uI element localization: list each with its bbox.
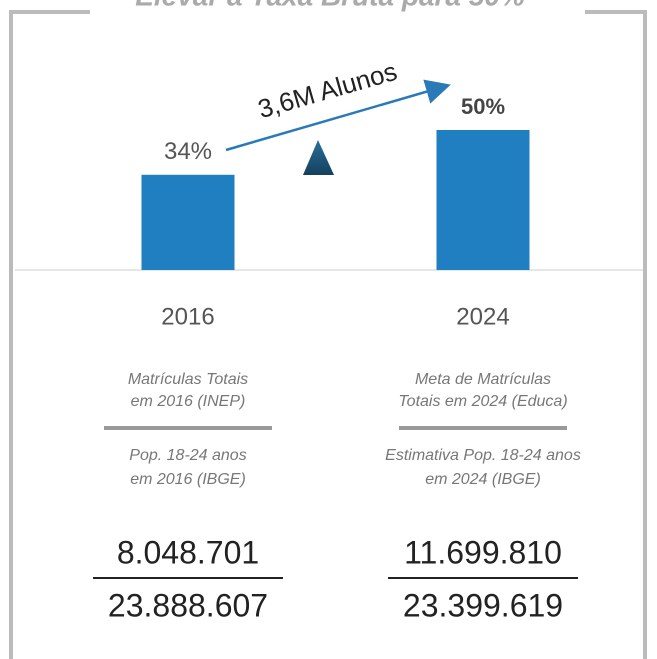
chart-title: Elevar a Taxa Bruta para 50% bbox=[135, 0, 525, 11]
note: em 2016 (INEP) bbox=[131, 393, 246, 410]
annotation: 3,6M Alunos bbox=[255, 56, 401, 124]
frame bbox=[9, 10, 647, 659]
note: Pop. 18-24 anos bbox=[129, 447, 246, 464]
note: Totais em 2024 (Educa) bbox=[398, 393, 567, 410]
numerator: 8.048.701 bbox=[117, 534, 259, 570]
value-label: 50% bbox=[461, 94, 505, 119]
note: Meta de Matrículas bbox=[415, 371, 551, 388]
arrow bbox=[225, 79, 451, 152]
x-tick-label: 2016 bbox=[161, 303, 214, 330]
bar bbox=[436, 130, 530, 270]
x-tick-label: 2024 bbox=[456, 303, 509, 330]
note: Matrículas Totais bbox=[128, 371, 248, 388]
value-label: 34% bbox=[164, 138, 212, 165]
note: Estimativa Pop. 18-24 anos bbox=[385, 447, 581, 464]
triangle-icon bbox=[303, 140, 334, 175]
note: em 2024 (IBGE) bbox=[425, 471, 541, 488]
note: em 2016 (IBGE) bbox=[130, 471, 246, 488]
denominator: 23.888.607 bbox=[108, 587, 268, 623]
denominator: 23.399.619 bbox=[403, 587, 563, 623]
bar bbox=[141, 174, 235, 270]
numerator: 11.699.810 bbox=[404, 534, 562, 570]
